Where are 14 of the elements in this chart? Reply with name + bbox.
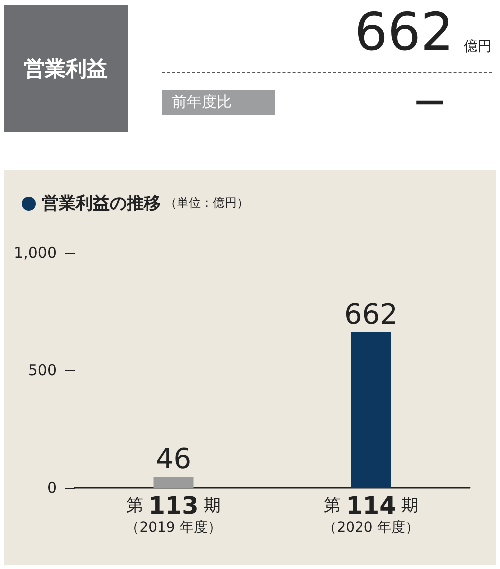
text: 営業利益 (4, 5, 128, 132)
text: 前年度比 (162, 90, 275, 115)
data-label: 46 (156, 442, 192, 476)
x-tick-label: 第 114 期（2020 年度） (323, 492, 420, 536)
data-label: 662 (344, 298, 398, 331)
chart-title: 営業利益の推移 (42, 193, 161, 215)
chart-subtitle: （単位：億円） (165, 195, 249, 212)
y-tick-label: 1,000 (14, 244, 57, 262)
y-tick-label: 500 (28, 362, 57, 380)
text: 億円 (464, 38, 492, 56)
y-tick-label: 0 (47, 479, 57, 497)
text: 662 (354, 2, 454, 65)
x-tick-label: 第 113 期（2019 年度） (126, 492, 222, 536)
text: — (414, 84, 446, 119)
